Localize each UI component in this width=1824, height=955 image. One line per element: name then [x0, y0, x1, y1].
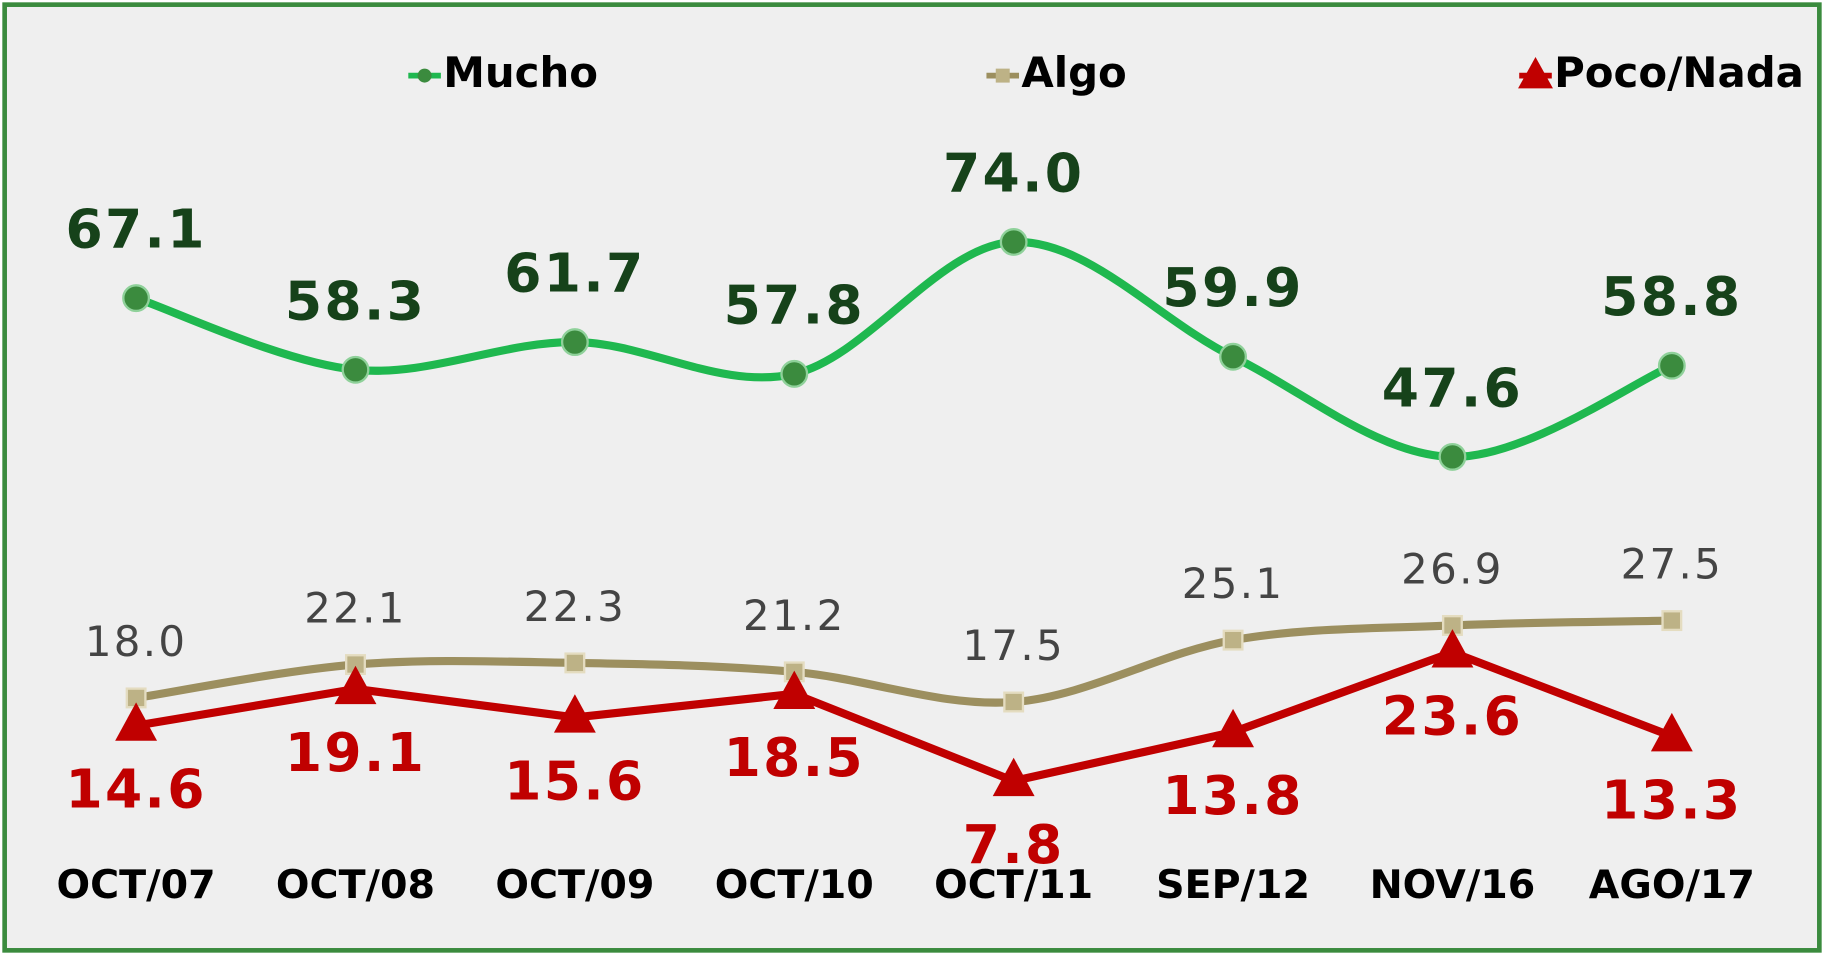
- data-label: 23.6: [1382, 684, 1523, 747]
- point: [1661, 610, 1683, 632]
- data-label: 17.5: [962, 621, 1065, 670]
- data-label: 25.1: [1182, 559, 1285, 608]
- x-tick-label: OCT/10: [715, 862, 874, 908]
- legend-marker: [417, 68, 432, 83]
- x-tick-label: OCT/07: [57, 862, 216, 908]
- point: [1438, 442, 1467, 471]
- data-label: 7.8: [963, 813, 1065, 876]
- point: [1222, 629, 1244, 651]
- data-label: 58.8: [1601, 265, 1742, 328]
- legend-marker: [1518, 56, 1553, 89]
- point: [564, 652, 586, 674]
- point: [1003, 691, 1025, 713]
- data-label: 13.8: [1162, 764, 1303, 827]
- data-label: 26.9: [1401, 544, 1504, 593]
- data-label: 57.8: [724, 273, 865, 336]
- data-label: 27.5: [1621, 540, 1724, 589]
- data-label: 59.9: [1162, 256, 1303, 319]
- legend-label: Algo: [1021, 48, 1126, 97]
- data-label: 22.3: [524, 582, 627, 631]
- point: [115, 702, 158, 741]
- point: [560, 328, 589, 357]
- data-label: 13.3: [1601, 768, 1742, 831]
- point: [1431, 629, 1474, 668]
- series-line: [134, 237, 1674, 461]
- data-label: 47.6: [1382, 356, 1523, 419]
- data-label: 21.2: [743, 591, 846, 640]
- data-label: 22.1: [304, 584, 407, 633]
- point: [1212, 708, 1254, 748]
- point: [773, 670, 816, 709]
- data-label: 58.3: [285, 269, 426, 332]
- point: [1219, 342, 1248, 371]
- legend-label: Mucho: [443, 48, 598, 97]
- data-label: 19.1: [285, 721, 426, 784]
- data-label: 61.7: [504, 242, 645, 305]
- point: [1657, 351, 1686, 380]
- data-label: 15.6: [504, 750, 645, 813]
- point: [341, 355, 370, 384]
- data-label: 18.0: [85, 617, 188, 666]
- series-line: [135, 616, 1672, 707]
- legend-marker: [995, 68, 1010, 83]
- point: [1650, 712, 1693, 752]
- point: [122, 284, 151, 313]
- x-tick-label: NOV/16: [1370, 862, 1536, 908]
- data-label: 18.5: [724, 726, 865, 789]
- data-label: 67.1: [65, 198, 206, 261]
- point: [992, 757, 1035, 797]
- series-line: [135, 648, 1674, 786]
- point: [553, 694, 596, 733]
- data-label: 74.0: [943, 141, 1084, 204]
- x-tick-label: OCT/09: [495, 862, 654, 908]
- point: [780, 359, 809, 388]
- x-tick-label: AGO/17: [1589, 862, 1755, 908]
- data-label: 14.6: [65, 758, 206, 821]
- point: [999, 227, 1028, 256]
- x-tick-label: SEP/12: [1156, 862, 1310, 908]
- x-tick-label: OCT/08: [276, 862, 435, 908]
- x-tick-label: OCT/11: [934, 862, 1093, 908]
- point: [334, 665, 377, 705]
- legend-label: Poco/Nada: [1554, 48, 1804, 97]
